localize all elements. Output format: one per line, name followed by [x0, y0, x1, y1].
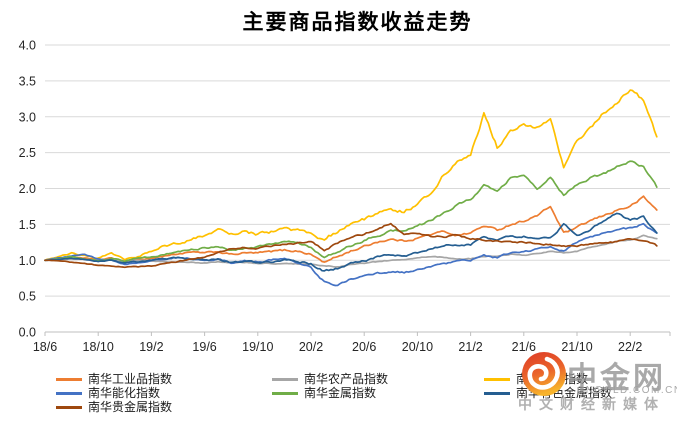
series-line-2 [44, 89, 658, 262]
watermark-tagline: 中文财经新媒体 [518, 397, 665, 413]
series-line-4 [44, 160, 658, 263]
legend-item-energy-chem: 南华能化指数 [56, 387, 272, 399]
svg-text:22/2: 22/2 [618, 340, 642, 354]
legend-item-precious-metals: 南华贵金属指数 [56, 401, 272, 413]
series-line-6 [44, 222, 658, 269]
svg-text:18/10: 18/10 [83, 340, 114, 354]
svg-text:1.5: 1.5 [19, 218, 36, 232]
series-line-3 [44, 222, 658, 287]
legend-label: 南华金属指数 [304, 386, 377, 400]
legend-label: 南华贵金属指数 [88, 400, 173, 414]
legend-item-agricultural: 南华农产品指数 [272, 373, 484, 385]
watermark-domain: CNGOLD.COM.CN [577, 385, 677, 396]
svg-text:21/2: 21/2 [458, 340, 482, 354]
svg-text:2.5: 2.5 [19, 146, 36, 160]
legend-label: 南华能化指数 [88, 386, 161, 400]
legend-swatch-icon [272, 377, 298, 381]
svg-text:2.0: 2.0 [19, 182, 36, 196]
legend-swatch-icon [56, 391, 82, 395]
svg-text:21/10: 21/10 [561, 340, 592, 354]
legend-item-metals: 南华金属指数 [272, 387, 484, 399]
series-line-5 [44, 212, 658, 272]
cngold-logo-icon [522, 352, 566, 396]
svg-text:4.0: 4.0 [19, 39, 36, 53]
svg-text:0.5: 0.5 [19, 290, 36, 304]
chart-title: 主要商品指数收益走势 [242, 9, 473, 34]
svg-text:3.0: 3.0 [19, 110, 36, 124]
svg-text:21/6: 21/6 [512, 340, 536, 354]
svg-text:20/6: 20/6 [352, 340, 376, 354]
svg-text:19/2: 19/2 [139, 340, 163, 354]
legend-item-industrial: 南华工业品指数 [56, 373, 272, 385]
legend-swatch-icon [484, 377, 510, 381]
svg-text:0.0: 0.0 [19, 326, 36, 340]
svg-text:18/6: 18/6 [33, 340, 57, 354]
legend-swatch-icon [484, 391, 510, 395]
series-line-0 [44, 195, 658, 263]
legend-label: 南华工业品指数 [88, 372, 173, 386]
svg-text:1.0: 1.0 [19, 254, 36, 268]
svg-text:3.5: 3.5 [19, 74, 36, 88]
svg-text:19/10: 19/10 [242, 340, 273, 354]
svg-text:20/10: 20/10 [402, 340, 433, 354]
svg-text:20/2: 20/2 [299, 340, 323, 354]
legend-swatch-icon [272, 391, 298, 395]
chart-legend: 南华工业品指数 南华农产品指数 南华黑色指数 南华能化指数 南华金属指数 南华有… [56, 373, 616, 413]
legend-label: 南华农产品指数 [304, 372, 389, 386]
legend-swatch-icon [56, 377, 82, 381]
legend-swatch-icon [56, 405, 82, 409]
svg-text:19/6: 19/6 [192, 340, 216, 354]
watermark-site-name: 中金网 [567, 361, 666, 396]
